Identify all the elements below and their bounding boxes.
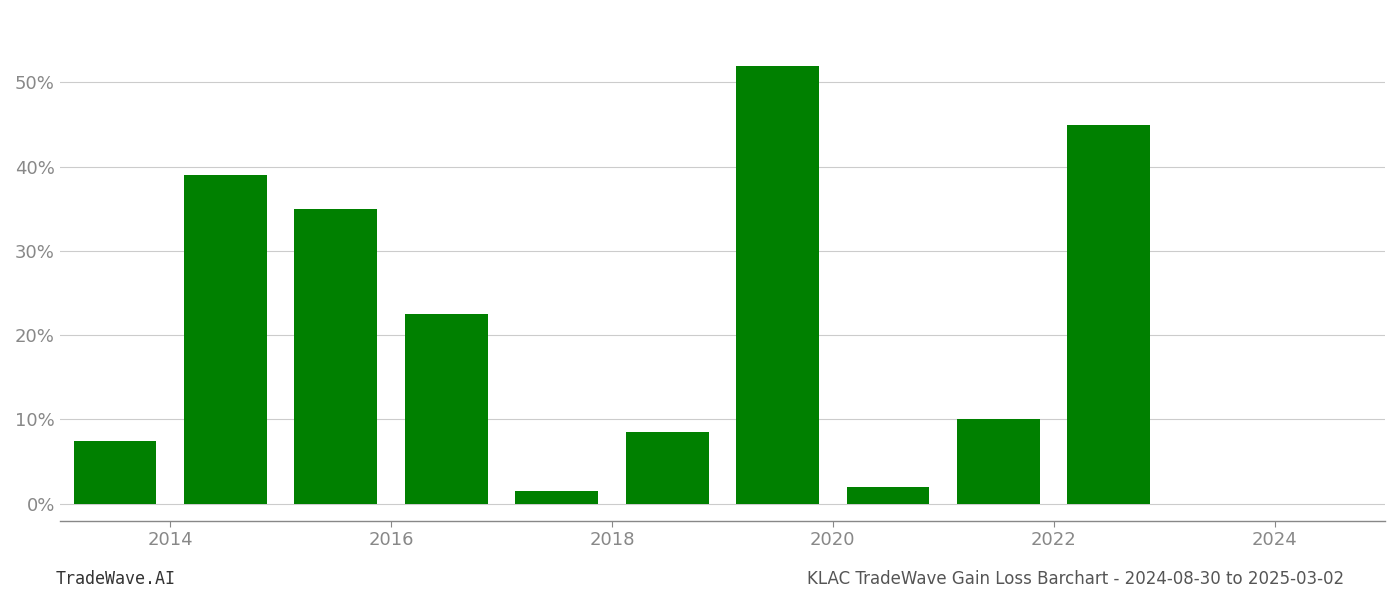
Bar bbox=[74, 440, 157, 504]
Bar bbox=[183, 175, 267, 504]
Bar bbox=[405, 314, 487, 504]
Bar bbox=[1067, 125, 1151, 504]
Bar bbox=[958, 419, 1040, 504]
Text: KLAC TradeWave Gain Loss Barchart - 2024-08-30 to 2025-03-02: KLAC TradeWave Gain Loss Barchart - 2024… bbox=[806, 570, 1344, 588]
Bar bbox=[736, 65, 819, 504]
Bar bbox=[626, 432, 708, 504]
Bar bbox=[847, 487, 930, 504]
Text: TradeWave.AI: TradeWave.AI bbox=[56, 570, 176, 588]
Bar bbox=[515, 491, 598, 504]
Bar bbox=[294, 209, 377, 504]
